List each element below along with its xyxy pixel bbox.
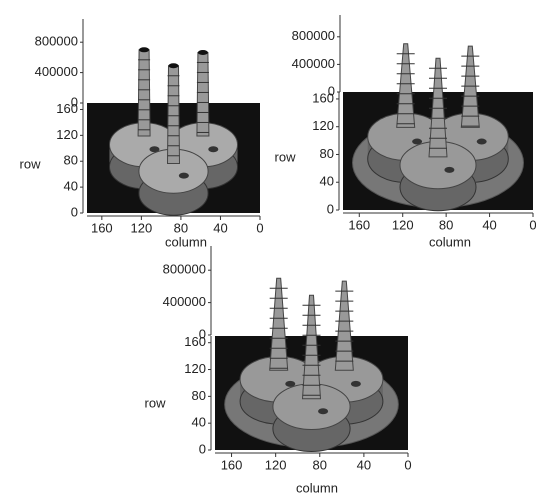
surface-hole — [208, 146, 219, 153]
x-tick-label: 40 — [482, 217, 496, 232]
x-axis-label: column — [165, 234, 207, 249]
y-tick-label: 160 — [312, 90, 334, 105]
x-tick-label: 0 — [256, 220, 263, 235]
surface-peak-cap — [139, 47, 150, 53]
x-tick-label: 160 — [348, 217, 370, 232]
x-tick-label: 80 — [439, 217, 453, 232]
surface-hole — [350, 380, 361, 387]
surface-hole — [149, 146, 160, 153]
z-tick-label: 400000 — [292, 56, 335, 71]
y-tick-label: 120 — [312, 118, 334, 133]
surface-hole — [285, 380, 296, 387]
y-tick-label: 160 — [56, 101, 78, 116]
surface-peak — [269, 277, 289, 371]
x-tick-label: 120 — [131, 220, 153, 235]
surface-hole — [318, 408, 329, 415]
y-tick-label: 120 — [56, 127, 78, 142]
surface-peak — [428, 57, 448, 158]
x-tick-label: 80 — [174, 220, 188, 235]
z-tick-label: 800000 — [163, 262, 206, 277]
surface-hole — [412, 138, 423, 145]
x-tick-label: 40 — [213, 220, 227, 235]
x-tick-label: 160 — [91, 220, 113, 235]
surface-hole — [476, 138, 487, 145]
x-axis-label: column — [296, 480, 338, 495]
y-tick-label: 40 — [320, 174, 334, 189]
x-tick-label: 40 — [357, 457, 371, 472]
z-tick-label: 400000 — [163, 294, 206, 309]
y-axis-label: row — [20, 156, 42, 171]
x-tick-label: 120 — [392, 217, 414, 232]
x-tick-label: 80 — [313, 457, 327, 472]
surface-peak-cap — [197, 49, 208, 55]
y-axis-label: row — [275, 149, 297, 164]
x-axis-label: column — [429, 234, 471, 249]
x-tick-label: 160 — [221, 457, 243, 472]
z-tick-label: 0 — [199, 326, 206, 341]
surface-peak-cap — [168, 63, 179, 69]
y-tick-label: 160 — [184, 334, 206, 349]
z-tick-label: 800000 — [35, 34, 78, 49]
surface-hole — [444, 166, 455, 173]
y-tick-label: 80 — [64, 153, 78, 168]
y-tick-label: 0 — [71, 204, 78, 219]
y-tick-label: 0 — [199, 441, 206, 456]
surface-hole — [178, 172, 189, 179]
y-tick-label: 120 — [184, 361, 206, 376]
surface-peak — [166, 65, 181, 164]
z-tick-label: 0 — [71, 94, 78, 109]
surface-peak — [196, 51, 210, 137]
surface-peak — [334, 280, 354, 371]
surface-peak — [301, 294, 322, 400]
y-tick-label: 40 — [192, 415, 206, 430]
z-tick-label: 800000 — [292, 28, 335, 43]
y-tick-label: 40 — [64, 179, 78, 194]
y-tick-label: 80 — [320, 146, 334, 161]
x-tick-label: 0 — [404, 457, 411, 472]
z-tick-label: 400000 — [35, 64, 78, 79]
y-tick-label: 80 — [192, 388, 206, 403]
z-tick-label: 0 — [328, 83, 335, 98]
y-axis-label: row — [145, 395, 167, 410]
surface-peak — [460, 45, 480, 128]
y-tick-label: 0 — [327, 201, 334, 216]
x-tick-label: 0 — [529, 217, 536, 232]
surface-peak — [396, 43, 416, 128]
x-tick-label: 120 — [265, 457, 287, 472]
surface-peak — [137, 49, 151, 137]
